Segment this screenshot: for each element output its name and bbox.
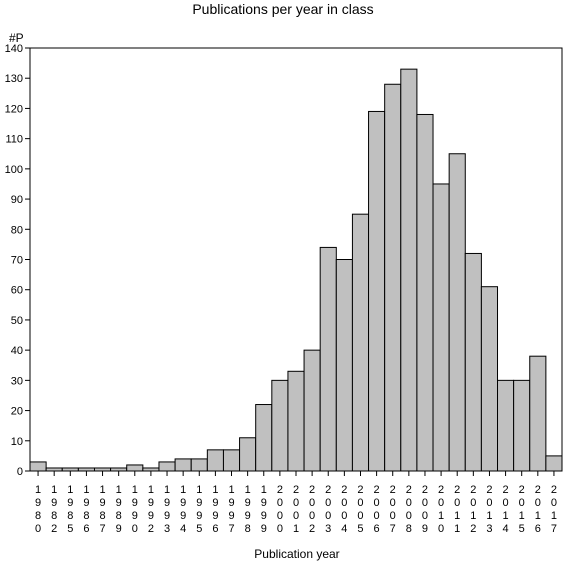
bar xyxy=(400,68,418,472)
bar xyxy=(206,449,224,472)
chart-title: Publications per year in class xyxy=(192,1,373,17)
y-tick-label: 50 xyxy=(11,315,23,327)
bar xyxy=(335,259,353,472)
y-tick-label: 10 xyxy=(11,436,23,448)
bar xyxy=(464,252,482,472)
y-tick-label: 120 xyxy=(5,103,23,115)
y-tick-label: 90 xyxy=(11,194,23,206)
bar xyxy=(29,461,47,472)
bar xyxy=(222,449,241,472)
bar xyxy=(513,379,531,472)
y-tick-label: 130 xyxy=(5,73,23,85)
bar xyxy=(384,83,402,472)
bar xyxy=(287,370,305,472)
x-axis-label: Publication year xyxy=(254,547,339,561)
bar xyxy=(416,113,434,472)
y-tick-label: 20 xyxy=(11,406,23,418)
bar xyxy=(545,455,563,472)
y-tick-label: 110 xyxy=(5,134,23,146)
bar xyxy=(158,461,176,472)
bar xyxy=(497,379,515,472)
y-tick-label: 100 xyxy=(5,164,23,176)
bar xyxy=(303,349,321,472)
y-tick-label: 30 xyxy=(11,375,23,387)
y-tick-label: 40 xyxy=(11,345,23,357)
bar xyxy=(255,404,273,472)
bar xyxy=(448,153,466,472)
bar xyxy=(190,458,208,472)
bar xyxy=(351,213,370,472)
y-tick-label: 70 xyxy=(11,255,23,267)
bar xyxy=(432,183,450,472)
bar xyxy=(126,464,144,472)
y-axis-label: #P xyxy=(9,31,24,45)
y-tick-label: 80 xyxy=(11,224,23,236)
bar xyxy=(529,355,547,472)
y-tick-label: 0 xyxy=(17,466,23,478)
bar xyxy=(480,286,499,472)
bar xyxy=(239,437,257,472)
y-tick-label: 140 xyxy=(5,43,23,55)
plot-area: 0 10 20 30 40 50 60 70 80 90 100 110 120 130 140 1 9 8 0 1 9… xyxy=(5,43,563,535)
plot-frame xyxy=(29,47,563,472)
bar xyxy=(319,246,337,472)
bar xyxy=(368,110,386,472)
y-tick-label: 60 xyxy=(11,285,23,297)
bar xyxy=(174,458,192,472)
bar xyxy=(271,379,289,472)
